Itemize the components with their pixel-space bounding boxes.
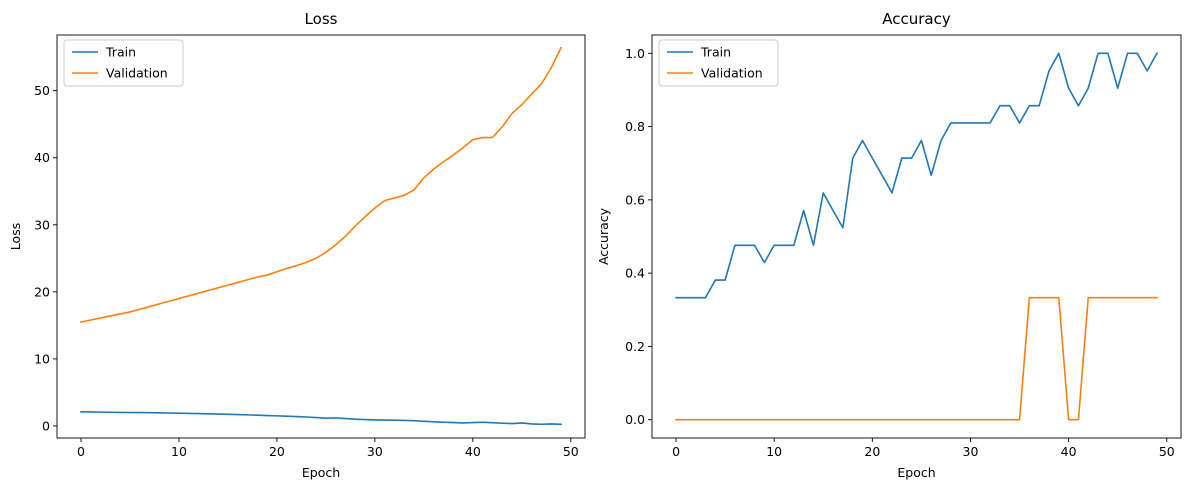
legend-label-train: Train: [700, 45, 731, 60]
chart-panel-2: Accuracy 0 10 20 30 40 50 0.0 0.2 0.4 0.6 0.8 1.0 Epo…: [596, 10, 1182, 480]
y-axis-label: Loss: [8, 223, 23, 250]
legend-label-validation: Validation: [701, 66, 763, 81]
series-line-validation: [675, 296, 1158, 421]
y-tick-label: 50: [34, 83, 50, 98]
y-tick-label: 0.6: [625, 192, 645, 207]
legend: Train Validation: [63, 39, 184, 87]
x-tick-label: 20: [269, 444, 285, 459]
y-tick-label: 0.0: [625, 412, 645, 427]
x-axis-label: Epoch: [302, 465, 340, 480]
x-tick-label: 30: [367, 444, 383, 459]
y-tick-label: 20: [34, 284, 50, 299]
x-axis-label: Epoch: [897, 465, 935, 480]
x-tick-label: 50: [1159, 444, 1175, 459]
y-tick-label: 1.0: [625, 46, 645, 61]
chart-title: Loss: [305, 10, 338, 28]
y-tick-label: 0.4: [625, 266, 645, 281]
y-tick-label: 0: [42, 418, 50, 433]
legend-label-train: Train: [105, 45, 136, 60]
chart-title: Accuracy: [882, 10, 951, 28]
x-tick-label: 30: [963, 444, 979, 459]
y-tick-label: 40: [34, 150, 50, 165]
series-line-train: [675, 52, 1159, 299]
x-tick-label: 10: [171, 444, 187, 459]
y-tick-label: 10: [34, 351, 50, 366]
x-tick-label: 0: [77, 444, 85, 459]
x-tick-label: 0: [672, 444, 680, 459]
legend: Train Validation: [658, 39, 779, 87]
legend-label-validation: Validation: [106, 66, 168, 81]
x-tick-label: 10: [766, 444, 782, 459]
series-line-validation: [80, 46, 563, 323]
chart-panel-1: Loss 0 10 20 30 40 50 0 10 20 30 40 50 Epoch Loss Train…: [8, 10, 586, 480]
x-tick-label: 40: [465, 444, 481, 459]
x-tick-label: 50: [563, 444, 579, 459]
plot-frame: [56, 34, 586, 439]
series-line-train: [80, 411, 562, 426]
y-tick-label: 30: [34, 217, 50, 232]
y-tick-label: 0.8: [625, 119, 645, 134]
x-tick-label: 40: [1061, 444, 1077, 459]
x-tick-label: 20: [864, 444, 880, 459]
y-tick-label: 0.2: [625, 339, 645, 354]
y-axis-label: Accuracy: [596, 207, 611, 265]
plot-frame: [651, 34, 1182, 439]
